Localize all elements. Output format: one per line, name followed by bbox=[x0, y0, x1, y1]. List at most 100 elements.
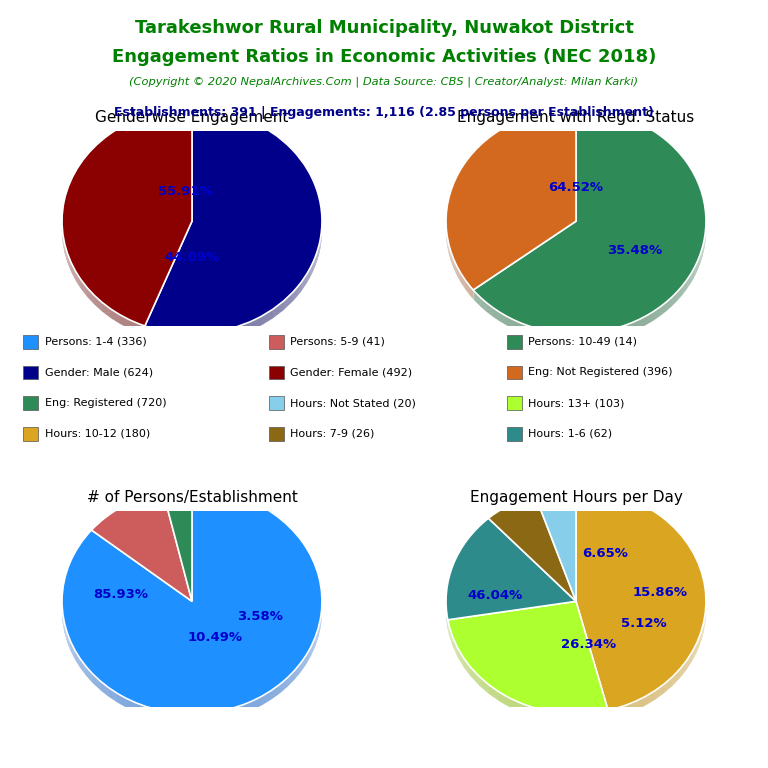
Wedge shape bbox=[163, 494, 192, 606]
Text: 6.65%: 6.65% bbox=[581, 548, 627, 561]
Wedge shape bbox=[163, 494, 192, 607]
Wedge shape bbox=[62, 117, 192, 334]
Wedge shape bbox=[163, 495, 192, 607]
Wedge shape bbox=[448, 603, 608, 715]
Text: Persons: 5-9 (41): Persons: 5-9 (41) bbox=[290, 336, 386, 347]
Wedge shape bbox=[535, 496, 576, 609]
Wedge shape bbox=[62, 490, 322, 714]
Wedge shape bbox=[91, 492, 192, 601]
Wedge shape bbox=[163, 496, 192, 609]
Wedge shape bbox=[448, 607, 608, 719]
Text: 5.12%: 5.12% bbox=[621, 617, 667, 630]
Wedge shape bbox=[446, 114, 576, 294]
Wedge shape bbox=[535, 497, 576, 610]
Wedge shape bbox=[473, 118, 706, 343]
Wedge shape bbox=[91, 501, 192, 611]
Text: 3.58%: 3.58% bbox=[237, 610, 283, 623]
Wedge shape bbox=[91, 497, 192, 607]
Wedge shape bbox=[163, 492, 192, 604]
Wedge shape bbox=[488, 500, 576, 607]
Wedge shape bbox=[446, 520, 576, 621]
Wedge shape bbox=[163, 489, 192, 601]
Wedge shape bbox=[535, 494, 576, 606]
Text: Hours: Not Stated (20): Hours: Not Stated (20) bbox=[290, 398, 416, 409]
Wedge shape bbox=[446, 111, 576, 292]
Wedge shape bbox=[535, 493, 576, 605]
Wedge shape bbox=[446, 528, 576, 629]
Wedge shape bbox=[535, 490, 576, 602]
Title: Engagement Hours per Day: Engagement Hours per Day bbox=[469, 491, 683, 505]
Wedge shape bbox=[62, 110, 192, 326]
Text: 85.93%: 85.93% bbox=[93, 588, 148, 601]
Text: 26.34%: 26.34% bbox=[561, 638, 617, 651]
Wedge shape bbox=[62, 494, 322, 719]
Wedge shape bbox=[91, 498, 192, 608]
Text: Hours: 7-9 (26): Hours: 7-9 (26) bbox=[290, 429, 375, 439]
Wedge shape bbox=[446, 114, 576, 295]
Wedge shape bbox=[91, 495, 192, 604]
Wedge shape bbox=[446, 522, 576, 624]
Wedge shape bbox=[446, 115, 576, 296]
Text: (Copyright © 2020 NepalArchives.Com | Data Source: CBS | Creator/Analyst: Milan : (Copyright © 2020 NepalArchives.Com | Da… bbox=[130, 77, 638, 88]
Wedge shape bbox=[473, 114, 706, 338]
Wedge shape bbox=[145, 118, 322, 343]
Wedge shape bbox=[488, 497, 576, 604]
Wedge shape bbox=[488, 504, 576, 611]
Text: Gender: Female (492): Gender: Female (492) bbox=[290, 367, 412, 378]
Wedge shape bbox=[62, 112, 192, 329]
Wedge shape bbox=[91, 494, 192, 604]
Wedge shape bbox=[91, 492, 192, 602]
Wedge shape bbox=[91, 500, 192, 610]
Wedge shape bbox=[163, 498, 192, 611]
Wedge shape bbox=[576, 495, 706, 717]
Wedge shape bbox=[576, 498, 706, 720]
Wedge shape bbox=[488, 502, 576, 609]
Wedge shape bbox=[62, 498, 322, 723]
Wedge shape bbox=[448, 606, 608, 718]
Wedge shape bbox=[163, 495, 192, 608]
Wedge shape bbox=[535, 495, 576, 608]
Wedge shape bbox=[473, 114, 706, 339]
Wedge shape bbox=[535, 492, 576, 604]
Wedge shape bbox=[91, 498, 192, 607]
Wedge shape bbox=[446, 523, 576, 624]
Wedge shape bbox=[145, 114, 322, 339]
Wedge shape bbox=[576, 495, 706, 717]
Wedge shape bbox=[62, 495, 322, 720]
Wedge shape bbox=[145, 114, 322, 338]
Wedge shape bbox=[448, 605, 608, 717]
Wedge shape bbox=[448, 604, 608, 716]
Wedge shape bbox=[145, 114, 322, 339]
Wedge shape bbox=[62, 109, 192, 326]
Wedge shape bbox=[62, 116, 192, 333]
Wedge shape bbox=[473, 115, 706, 340]
Wedge shape bbox=[488, 495, 576, 601]
Wedge shape bbox=[576, 492, 706, 713]
Text: 15.86%: 15.86% bbox=[633, 587, 688, 600]
Wedge shape bbox=[446, 525, 576, 626]
Wedge shape bbox=[576, 490, 706, 711]
Wedge shape bbox=[535, 492, 576, 604]
Text: 55.91%: 55.91% bbox=[158, 185, 213, 198]
Wedge shape bbox=[488, 496, 576, 603]
Wedge shape bbox=[62, 489, 322, 713]
Wedge shape bbox=[145, 113, 322, 337]
Wedge shape bbox=[473, 113, 706, 337]
Wedge shape bbox=[62, 493, 322, 717]
Wedge shape bbox=[446, 113, 576, 293]
Wedge shape bbox=[446, 112, 576, 293]
Wedge shape bbox=[446, 117, 576, 298]
Wedge shape bbox=[145, 110, 322, 334]
Text: Persons: 1-4 (336): Persons: 1-4 (336) bbox=[45, 336, 146, 347]
Text: Engagement Ratios in Economic Activities (NEC 2018): Engagement Ratios in Economic Activities… bbox=[112, 48, 656, 65]
Wedge shape bbox=[62, 496, 322, 721]
Wedge shape bbox=[62, 118, 192, 335]
Wedge shape bbox=[446, 114, 576, 296]
Wedge shape bbox=[62, 111, 192, 328]
Wedge shape bbox=[163, 493, 192, 605]
Wedge shape bbox=[62, 492, 322, 717]
Text: Hours: 1-6 (62): Hours: 1-6 (62) bbox=[528, 429, 613, 439]
Wedge shape bbox=[448, 601, 608, 713]
Text: 10.49%: 10.49% bbox=[188, 631, 243, 644]
Wedge shape bbox=[145, 112, 322, 336]
